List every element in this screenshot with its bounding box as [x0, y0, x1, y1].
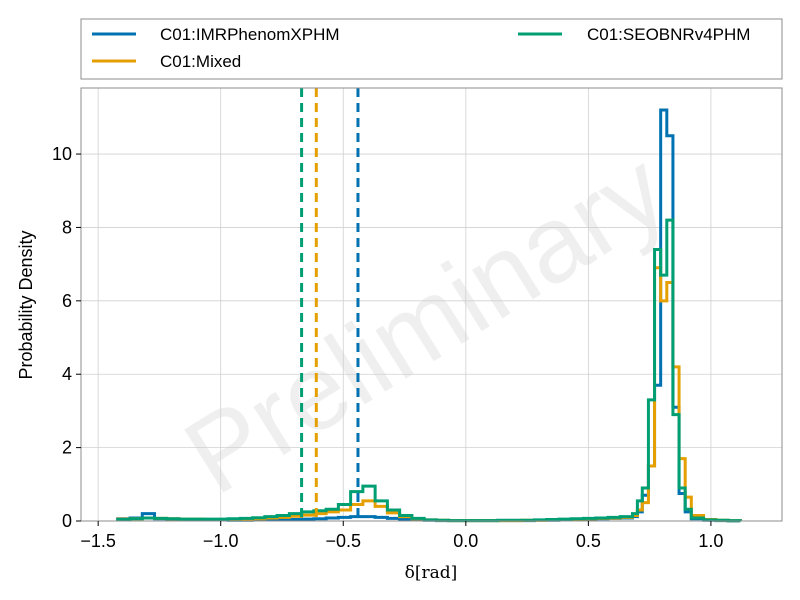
x-axis-label: δ[rad]: [405, 563, 458, 583]
watermark-text: Preliminary: [164, 128, 686, 517]
y-tick-label: 4: [62, 364, 72, 384]
axis-ticks: −1.5 −1.0 −0.5 0.0 0.5 1.0 0 2 4 6 8 10: [52, 144, 723, 551]
legend-label-imrphenom: C01:IMRPhenomXPHM: [160, 25, 340, 44]
x-tick-label: 1.0: [698, 531, 723, 551]
plot-frame: [80, 87, 783, 522]
legend-label-mixed: C01:Mixed: [160, 52, 241, 71]
y-tick-label: 8: [62, 217, 72, 237]
x-tick-label: −1.0: [203, 531, 239, 551]
y-tick-label: 6: [62, 291, 72, 311]
legend: C01:IMRPhenomXPHM C01:Mixed C01:SEOBNRv4…: [80, 18, 783, 80]
legend-label-seobnr: C01:SEOBNRv4PHM: [587, 25, 750, 44]
y-tick-label: 10: [52, 144, 72, 164]
x-tick-label: −1.5: [80, 531, 116, 551]
x-tick-label: 0.5: [576, 531, 601, 551]
median-lines: [300, 88, 360, 521]
y-axis-label: Probability Density: [16, 230, 36, 379]
x-tick-label: −0.5: [325, 531, 361, 551]
y-tick-label: 0: [62, 511, 72, 531]
y-tick-label: 2: [62, 438, 72, 458]
legend-frame: [80, 18, 783, 80]
x-tick-label: 0.0: [453, 531, 478, 551]
